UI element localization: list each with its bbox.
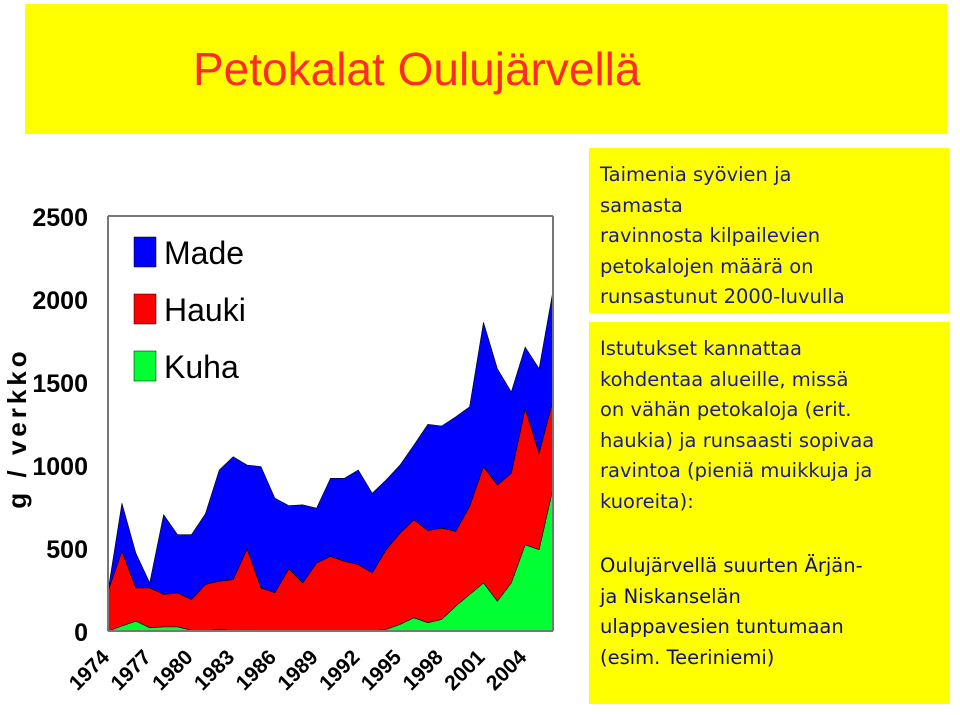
legend-swatch-kuha <box>133 350 157 382</box>
text-line: kohdentaa alueille, missä <box>600 367 849 391</box>
text-box-predators-text: Taimenia syövien ja samasta ravinnosta kil… <box>589 148 949 313</box>
axes <box>107 215 554 632</box>
x-tick-label: 1980 <box>148 646 197 695</box>
x-tick-label: 2001 <box>440 646 490 696</box>
text-line: (esim. Teeriniemi) <box>600 645 775 669</box>
x-tick-label: 1974 <box>65 646 115 696</box>
text-line: kuoreita): <box>600 489 694 513</box>
legend-swatch-made <box>133 236 157 268</box>
y-axis-label: g / verkko <box>2 347 32 508</box>
x-tick-labels: 1974197719801983198619891992199519982001… <box>65 646 532 696</box>
text-line: ja Niskanselän <box>600 584 741 608</box>
x-tick-label: 1986 <box>232 646 281 695</box>
text-box-predators: Taimenia syövien ja samasta ravinnosta kil… <box>589 148 949 313</box>
y-tick-labels: 0 500 1000 1500 2000 2500 <box>32 204 88 647</box>
y-tick-label: 0 <box>74 619 88 647</box>
title-banner <box>25 4 947 134</box>
x-tick-label: 1989 <box>273 646 322 695</box>
text-box-stocking-text: Istutukset kannattaa kohdentaa alueille, … <box>589 322 949 517</box>
legend-label-made: Made <box>164 235 244 271</box>
text-line: on vähän petokaloja (erit. <box>600 398 852 421</box>
y-tick-label: 500 <box>46 536 88 564</box>
text-line: haukia) ja runsaasti sopivaa <box>600 428 875 452</box>
legend-swatch-hauki <box>133 293 157 325</box>
legend: Made Hauki Kuha <box>133 235 246 385</box>
text-box-location-text: Oulujärvellä suurten Ärjän-ja Niskanselä… <box>589 517 949 673</box>
legend-label-hauki: Hauki <box>164 292 246 328</box>
legend-label-kuha: Kuha <box>164 349 239 385</box>
x-tick-label: 1998 <box>399 646 449 696</box>
y-tick-label: 2500 <box>32 204 88 232</box>
x-tick-label: 1977 <box>106 646 155 695</box>
text-line: samasta <box>600 193 683 217</box>
y-tick-label: 2000 <box>32 287 88 315</box>
text-line: petokalojen määrä on <box>600 254 814 278</box>
text-line: Taimenia syövien ja <box>600 163 792 186</box>
area-series-group <box>107 290 554 632</box>
stacked-area-chart: g / verkko 0 500 1000 1500 2000 2500 19741977… <box>2 204 554 696</box>
text-line: ravinnosta kilpailevien <box>600 224 821 247</box>
text-line: ravintoa (pieniä muikkuja ja <box>600 459 873 482</box>
text-line: ulappavesien tuntumaan <box>600 615 844 638</box>
y-tick-label: 1500 <box>32 370 88 398</box>
text-box-stocking: Istutukset kannattaa kohdentaa alueille, … <box>589 322 949 704</box>
text-line: runsastunut 2000-luvulla <box>600 285 845 308</box>
x-tick-label: 1983 <box>190 646 239 695</box>
y-tick-label: 1000 <box>32 453 88 481</box>
page-title: Petokalat Oulujärvellä <box>193 43 641 95</box>
text-line: Istutukset kannattaa <box>600 337 802 360</box>
x-tick-label: 1992 <box>315 646 364 695</box>
text-line: Oulujärvellä suurten Ärjän- <box>600 554 863 577</box>
x-tick-label: 1995 <box>357 646 407 696</box>
x-tick-label: 2004 <box>482 646 532 696</box>
